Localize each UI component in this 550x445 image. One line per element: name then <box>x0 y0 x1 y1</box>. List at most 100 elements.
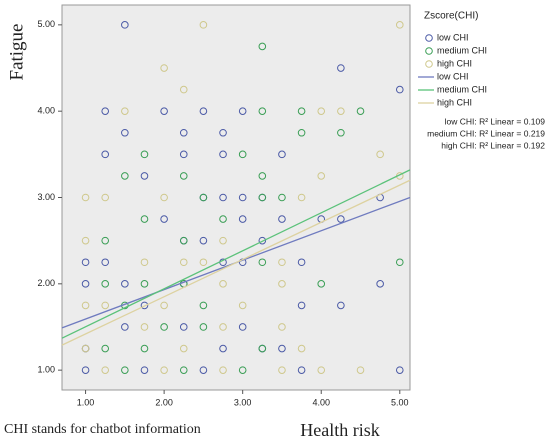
point <box>101 301 110 310</box>
point <box>160 64 168 72</box>
y-tick-label: 5.00 <box>37 19 55 29</box>
point <box>219 150 227 159</box>
point <box>395 21 404 29</box>
point <box>179 128 188 137</box>
y-tick-label: 4.00 <box>37 106 55 116</box>
point <box>219 236 227 245</box>
point <box>317 172 326 180</box>
point <box>81 280 90 288</box>
point <box>140 215 149 223</box>
caption: CHI stands for chatbot information <box>4 422 201 437</box>
point <box>297 366 306 374</box>
point <box>297 128 306 137</box>
point <box>121 21 129 29</box>
point <box>160 215 168 223</box>
point <box>337 215 345 223</box>
point <box>140 150 149 159</box>
point <box>199 366 208 374</box>
point <box>199 236 208 245</box>
point <box>160 301 168 310</box>
y-tick-label: 3.00 <box>37 192 55 202</box>
point <box>356 366 365 374</box>
point <box>101 258 110 267</box>
point <box>395 85 404 94</box>
legend-label: medium CHI <box>437 45 487 55</box>
r2-label: low CHI: R² Linear = 0.109 <box>445 116 546 126</box>
point <box>101 150 110 159</box>
point <box>140 280 149 288</box>
point <box>140 323 149 331</box>
legend-label: high CHI <box>437 58 472 68</box>
point <box>219 215 227 223</box>
x-tick-label: 5.00 <box>391 397 409 407</box>
point <box>317 366 326 374</box>
legend-marker <box>425 47 433 55</box>
point <box>81 258 90 267</box>
point <box>140 301 149 310</box>
legend-label: medium CHI <box>437 84 487 94</box>
point <box>101 344 110 353</box>
point <box>337 301 345 310</box>
point <box>376 150 384 159</box>
point <box>199 107 208 115</box>
point <box>199 258 208 267</box>
plot-area <box>61 4 411 391</box>
point <box>297 258 306 267</box>
point <box>238 323 247 331</box>
point <box>278 193 286 202</box>
point <box>81 236 90 245</box>
legend-marker <box>425 60 433 68</box>
point <box>238 366 247 374</box>
point <box>140 172 149 180</box>
point <box>258 193 267 202</box>
point <box>395 366 404 374</box>
point <box>297 107 306 115</box>
x-tick-label: 1.00 <box>77 397 95 407</box>
point <box>121 280 129 288</box>
point <box>376 280 384 288</box>
point <box>219 323 227 331</box>
point <box>199 323 208 331</box>
y-axis-label: Fatigue <box>6 24 27 81</box>
point <box>258 236 267 245</box>
point <box>160 193 168 202</box>
point <box>199 21 208 29</box>
point <box>238 215 247 223</box>
point <box>395 258 404 267</box>
legend-title: Zscore(CHI) <box>424 11 478 22</box>
point <box>179 323 188 331</box>
point <box>179 236 188 245</box>
point <box>278 344 286 353</box>
point <box>121 107 129 115</box>
point <box>81 193 90 202</box>
point <box>278 366 286 374</box>
point <box>258 172 267 180</box>
x-tick-label: 4.00 <box>312 397 330 407</box>
legend-label: low CHI <box>437 71 469 81</box>
point <box>179 258 188 267</box>
point <box>179 172 188 180</box>
point <box>140 344 149 353</box>
point <box>317 107 326 115</box>
r2-label: medium CHI: R² Linear = 0.219 <box>427 128 545 138</box>
point <box>258 42 267 51</box>
point <box>101 107 110 115</box>
point <box>81 344 90 353</box>
point <box>121 172 129 180</box>
point <box>238 150 247 159</box>
point <box>356 107 365 115</box>
y-tick-label: 1.00 <box>37 365 55 375</box>
fit-line <box>61 179 411 346</box>
legend-label: high CHI <box>437 97 472 107</box>
point <box>179 344 188 353</box>
point <box>81 366 90 374</box>
point <box>238 193 247 202</box>
point <box>219 280 227 288</box>
point <box>160 366 168 374</box>
point <box>179 85 188 94</box>
point <box>199 301 208 310</box>
point <box>297 193 306 202</box>
point <box>121 366 129 374</box>
r2-label: high CHI: R² Linear = 0.192 <box>441 140 545 150</box>
